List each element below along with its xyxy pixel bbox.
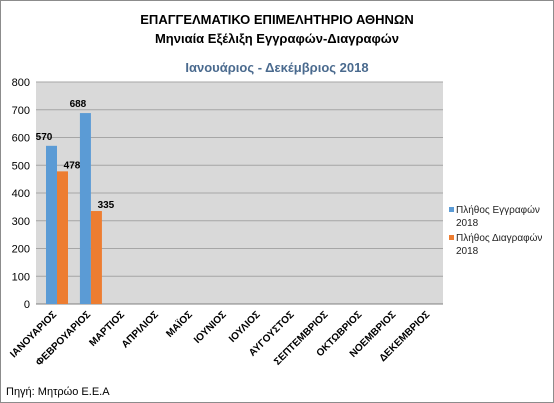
legend-label-series-2-line1: Πλήθος Διαγραφών [456, 233, 543, 244]
legend-item-series-2: Πλήθος Διαγραφών 2018 [449, 232, 553, 258]
legend-swatch-series-1 [449, 207, 454, 212]
legend-label-series-2-line2: 2018 [456, 246, 479, 257]
legend-swatch-series-2 [449, 235, 454, 240]
bar-series-2-1 [90, 211, 102, 304]
y-tick-label: 500 [12, 160, 30, 172]
y-tick-label: 300 [12, 216, 30, 228]
bar-series-1-1 [79, 113, 91, 304]
legend-item-series-1: Πλήθος Εγγραφών 2018 [449, 204, 553, 230]
x-category-label: ΙΟΥΝΙΟΣ [192, 309, 229, 346]
y-tick-label: 600 [12, 133, 30, 145]
chart-title-line-2: Μηνιαία Εξέλιξη Εγγραφών-Διαγραφών [154, 31, 400, 46]
source-note: Πηγή: Μητρώο Ε.Ε.Α [6, 386, 110, 398]
y-tick-label: 400 [12, 188, 30, 200]
y-tick-label: 100 [12, 271, 30, 283]
chart-title-line-1: ΕΠΑΓΓΕΛΜΑΤΙΚΟ ΕΠΙΜΕΛΗΤΗΡΙΟ ΑΘΗΝΩΝ [140, 12, 414, 27]
bar-series-1-0 [46, 145, 57, 304]
data-label-series-2-1: 335 [98, 200, 115, 211]
y-tick-label: 0 [24, 299, 30, 311]
data-label-series-2-0: 478 [64, 160, 81, 171]
bar-series-2-0 [57, 171, 68, 304]
y-tick-label: 200 [12, 244, 30, 256]
y-tick-label: 800 [12, 77, 30, 89]
x-category-label: ΜΑΪΟΣ [163, 308, 195, 340]
chart-subtitle: Ιανουάριος - Δεκέμβριος 2018 [185, 60, 369, 75]
data-label-series-1-0: 570 [36, 132, 53, 143]
legend-label-series-1-line2: 2018 [456, 218, 479, 229]
chart-legend: Πλήθος Εγγραφών 2018 Πλήθος Διαγραφών 20… [449, 204, 553, 260]
legend-label-series-1-line1: Πλήθος Εγγραφών [456, 205, 540, 216]
x-category-label: ΑΠΡΙΛΙΟΣ [120, 309, 161, 350]
data-label-series-1-1: 688 [70, 99, 87, 110]
y-tick-label: 700 [12, 105, 30, 117]
